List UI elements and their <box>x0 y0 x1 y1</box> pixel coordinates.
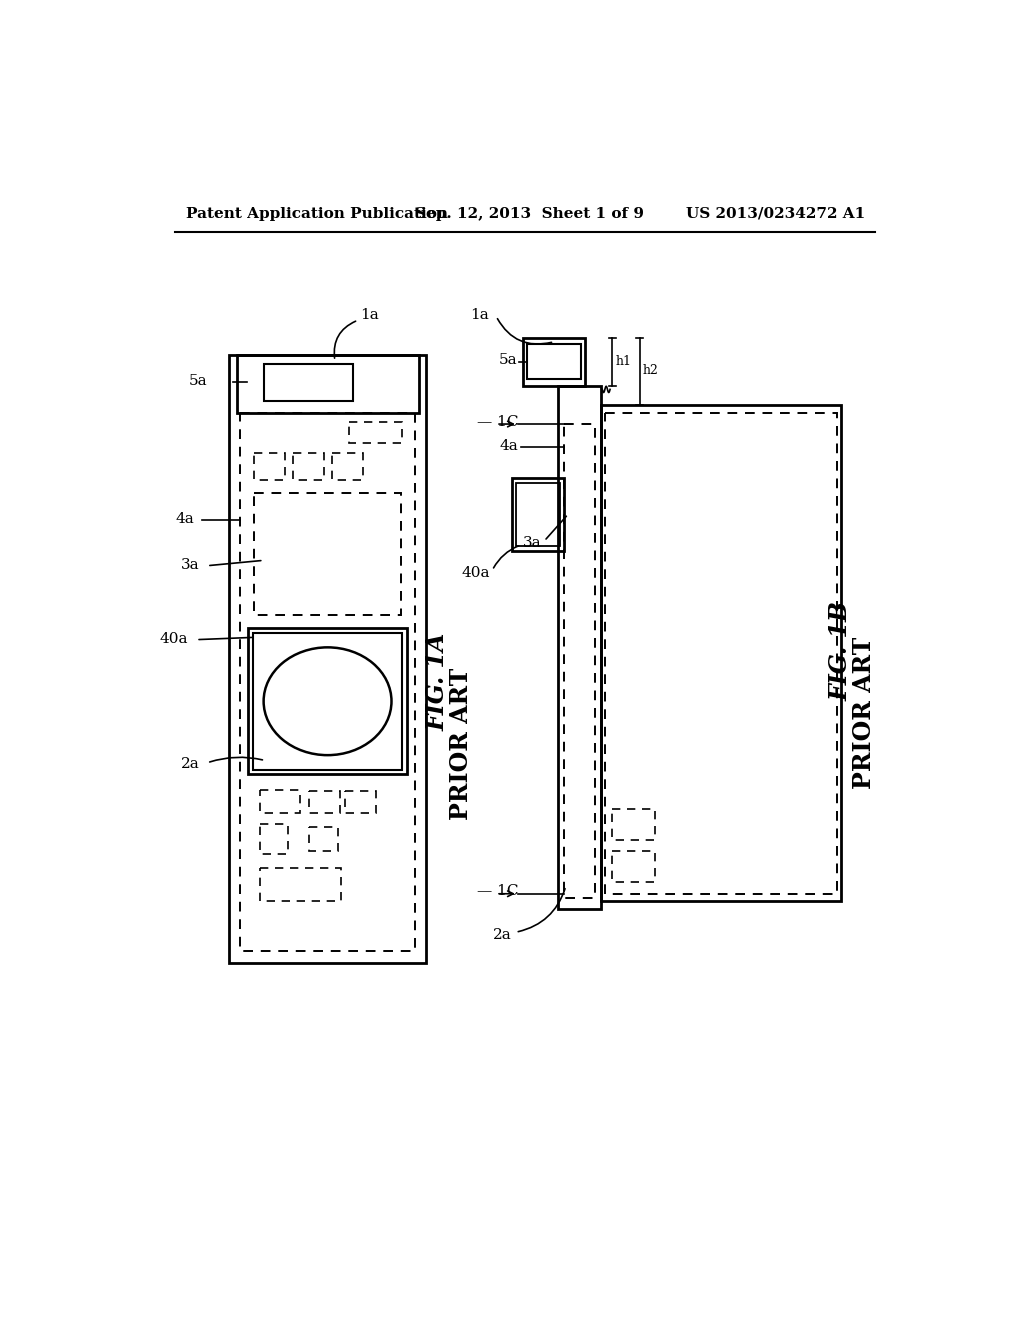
Bar <box>254 494 400 615</box>
Text: PRIOR ART: PRIOR ART <box>852 636 877 789</box>
Text: 5a: 5a <box>499 354 517 367</box>
Bar <box>564 424 595 898</box>
Bar <box>241 412 415 952</box>
Text: 1a: 1a <box>470 308 488 322</box>
Bar <box>260 789 300 813</box>
Bar <box>558 385 601 909</box>
Text: 3a: 3a <box>522 536 541 550</box>
Bar <box>612 851 655 882</box>
Bar <box>601 405 841 902</box>
Text: US 2013/0234272 A1: US 2013/0234272 A1 <box>686 207 865 220</box>
Bar <box>263 364 352 401</box>
Bar <box>332 453 362 480</box>
Text: FIG. 1A: FIG. 1A <box>426 632 450 731</box>
Text: 3a: 3a <box>180 558 200 572</box>
Text: 2a: 2a <box>493 928 512 941</box>
Text: — 1C: — 1C <box>477 884 518 899</box>
Bar <box>604 412 838 894</box>
Text: 4a: 4a <box>499 438 518 453</box>
Text: 5a: 5a <box>188 374 207 388</box>
Text: 4a: 4a <box>175 512 194 525</box>
Bar <box>260 869 341 900</box>
Text: 2a: 2a <box>180 756 200 771</box>
Bar <box>527 345 582 379</box>
Bar <box>253 632 402 770</box>
Bar <box>254 453 286 480</box>
Bar <box>516 483 560 546</box>
Text: Patent Application Publication: Patent Application Publication <box>186 207 449 220</box>
Bar <box>293 453 324 480</box>
Text: 40a: 40a <box>160 632 188 645</box>
Bar <box>260 825 289 854</box>
Text: PRIOR ART: PRIOR ART <box>450 668 473 820</box>
Bar <box>349 422 401 444</box>
Bar <box>523 338 586 385</box>
Text: — 1C: — 1C <box>477 414 518 429</box>
Text: h1: h1 <box>615 355 632 368</box>
Bar <box>308 792 340 813</box>
Bar <box>237 355 419 412</box>
Bar <box>345 792 376 813</box>
Text: FIG. 1B: FIG. 1B <box>829 601 853 701</box>
Bar <box>612 809 655 840</box>
Text: 40a: 40a <box>462 566 489 579</box>
Bar <box>512 478 564 552</box>
Text: Sep. 12, 2013  Sheet 1 of 9: Sep. 12, 2013 Sheet 1 of 9 <box>415 207 644 220</box>
Bar <box>308 826 338 851</box>
Text: h2: h2 <box>643 364 658 378</box>
Bar <box>248 628 407 775</box>
Text: 1a: 1a <box>359 308 379 322</box>
Bar <box>228 355 426 964</box>
